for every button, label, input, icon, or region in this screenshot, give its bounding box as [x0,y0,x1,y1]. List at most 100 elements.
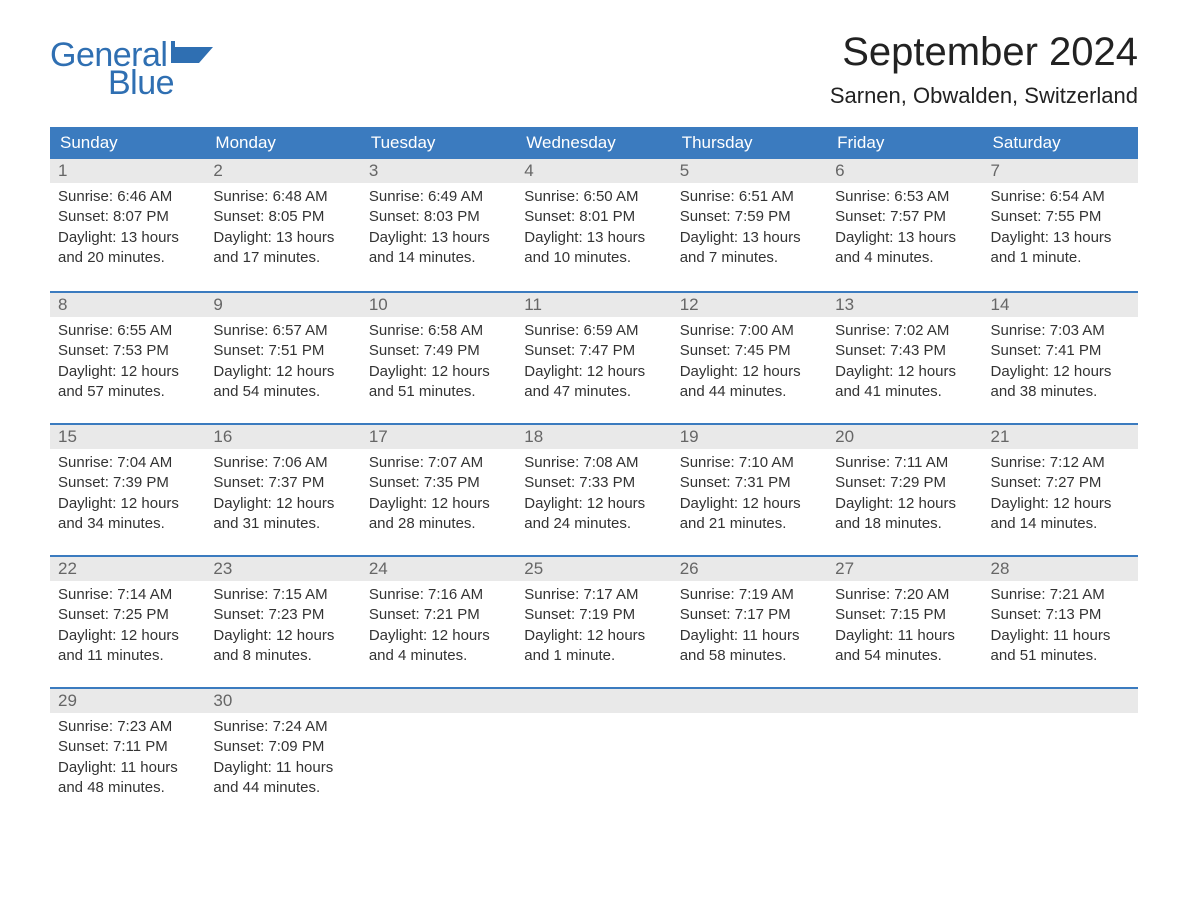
day-info: Sunrise: 6:51 AMSunset: 7:59 PMDaylight:… [672,187,827,268]
day-cell: 11Sunrise: 6:59 AMSunset: 7:47 PMDayligh… [516,293,671,419]
day-dl1: Daylight: 12 hours [369,626,510,646]
day-info: Sunrise: 6:58 AMSunset: 7:49 PMDaylight:… [361,321,516,402]
day-sunset: Sunset: 7:09 PM [213,737,354,757]
day-number: 28 [983,557,1138,581]
day-sunrise: Sunrise: 7:12 AM [991,453,1132,473]
day-dl2: and 28 minutes. [369,514,510,534]
day-sunrise: Sunrise: 6:51 AM [680,187,821,207]
day-sunset: Sunset: 7:27 PM [991,473,1132,493]
day-number [983,689,1138,713]
day-dl2: and 8 minutes. [213,646,354,666]
dow-wednesday: Wednesday [516,127,671,159]
day-number: 3 [361,159,516,183]
day-number: 24 [361,557,516,581]
day-dl2: and 41 minutes. [835,382,976,402]
day-dl2: and 18 minutes. [835,514,976,534]
day-cell [827,689,982,815]
day-cell: 7Sunrise: 6:54 AMSunset: 7:55 PMDaylight… [983,159,1138,287]
day-sunset: Sunset: 7:55 PM [991,207,1132,227]
day-info: Sunrise: 7:23 AMSunset: 7:11 PMDaylight:… [50,717,205,798]
day-dl1: Daylight: 12 hours [58,362,199,382]
day-cell: 21Sunrise: 7:12 AMSunset: 7:27 PMDayligh… [983,425,1138,551]
day-dl1: Daylight: 12 hours [213,626,354,646]
day-dl2: and 7 minutes. [680,248,821,268]
day-info: Sunrise: 7:08 AMSunset: 7:33 PMDaylight:… [516,453,671,534]
header: General Blue September 2024 Sarnen, Obwa… [50,30,1138,109]
day-cell: 5Sunrise: 6:51 AMSunset: 7:59 PMDaylight… [672,159,827,287]
week-row: 22Sunrise: 7:14 AMSunset: 7:25 PMDayligh… [50,555,1138,683]
day-info: Sunrise: 6:54 AMSunset: 7:55 PMDaylight:… [983,187,1138,268]
day-info: Sunrise: 6:48 AMSunset: 8:05 PMDaylight:… [205,187,360,268]
day-sunset: Sunset: 7:25 PM [58,605,199,625]
day-dl2: and 11 minutes. [58,646,199,666]
day-number: 25 [516,557,671,581]
day-dl2: and 20 minutes. [58,248,199,268]
week-row: 15 Sunrise: 7:04 AMSunset: 7:39 PMDayligh… [50,423,1138,551]
day-number: 9 [205,293,360,317]
day-sunrise: Sunrise: 7:11 AM [835,453,976,473]
day-dl2: and 57 minutes. [58,382,199,402]
day-dl1: Daylight: 12 hours [369,494,510,514]
day-dl1: Daylight: 11 hours [680,626,821,646]
day-info: Sunrise: 7:21 AMSunset: 7:13 PMDaylight:… [983,585,1138,666]
day-cell: 29 Sunrise: 7:23 AMSunset: 7:11 PMDayligh… [50,689,205,815]
day-dl2: and 47 minutes. [524,382,665,402]
day-dl1: Daylight: 13 hours [369,228,510,248]
day-sunset: Sunset: 7:11 PM [58,737,199,757]
day-number: 12 [672,293,827,317]
day-cell: 20Sunrise: 7:11 AMSunset: 7:29 PMDayligh… [827,425,982,551]
day-cell: 14Sunrise: 7:03 AMSunset: 7:41 PMDayligh… [983,293,1138,419]
day-number: 4 [516,159,671,183]
day-cell: 2Sunrise: 6:48 AMSunset: 8:05 PMDaylight… [205,159,360,287]
day-number: 14 [983,293,1138,317]
day-dl1: Daylight: 12 hours [835,362,976,382]
day-sunset: Sunset: 7:35 PM [369,473,510,493]
day-sunrise: Sunrise: 7:21 AM [991,585,1132,605]
day-cell [361,689,516,815]
day-dl1: Daylight: 12 hours [524,362,665,382]
dow-sunday: Sunday [50,127,205,159]
day-dl2: and 14 minutes. [369,248,510,268]
day-sunrise: Sunrise: 7:06 AM [213,453,354,473]
day-number: 8 [50,293,205,317]
day-sunset: Sunset: 7:13 PM [991,605,1132,625]
day-number: 20 [827,425,982,449]
day-cell: 15 Sunrise: 7:04 AMSunset: 7:39 PMDayligh… [50,425,205,551]
day-dl1: Daylight: 11 hours [58,758,199,778]
day-dl1: Daylight: 11 hours [991,626,1132,646]
day-sunset: Sunset: 7:39 PM [58,473,199,493]
day-cell: 8 Sunrise: 6:55 AMSunset: 7:53 PMDaylight… [50,293,205,419]
day-number: 15 [50,425,205,449]
day-info: Sunrise: 7:07 AMSunset: 7:35 PMDaylight:… [361,453,516,534]
day-sunrise: Sunrise: 7:08 AM [524,453,665,473]
day-sunset: Sunset: 7:19 PM [524,605,665,625]
day-dl2: and 4 minutes. [369,646,510,666]
title-block: September 2024 Sarnen, Obwalden, Switzer… [830,30,1138,109]
day-info: Sunrise: 7:04 AMSunset: 7:39 PMDaylight:… [50,453,205,534]
day-sunrise: Sunrise: 6:49 AM [369,187,510,207]
day-dl2: and 1 minute. [524,646,665,666]
day-info: Sunrise: 7:00 AMSunset: 7:45 PMDaylight:… [672,321,827,402]
day-dl1: Daylight: 13 hours [213,228,354,248]
day-sunset: Sunset: 8:05 PM [213,207,354,227]
day-info: Sunrise: 7:10 AMSunset: 7:31 PMDaylight:… [672,453,827,534]
day-cell: 19Sunrise: 7:10 AMSunset: 7:31 PMDayligh… [672,425,827,551]
dow-thursday: Thursday [672,127,827,159]
day-cell: 12 Sunrise: 7:00 AMSunset: 7:45 PMDayligh… [672,293,827,419]
day-sunrise: Sunrise: 7:07 AM [369,453,510,473]
days-of-week-row: Sunday Monday Tuesday Wednesday Thursday… [50,127,1138,159]
day-info: Sunrise: 7:20 AMSunset: 7:15 PMDaylight:… [827,585,982,666]
page-title: September 2024 [830,30,1138,75]
day-sunrise: Sunrise: 7:20 AM [835,585,976,605]
day-info: Sunrise: 6:55 AMSunset: 7:53 PMDaylight:… [50,321,205,402]
day-sunrise: Sunrise: 6:59 AM [524,321,665,341]
day-sunset: Sunset: 7:43 PM [835,341,976,361]
day-dl2: and 51 minutes. [991,646,1132,666]
day-sunset: Sunset: 7:17 PM [680,605,821,625]
day-sunrise: Sunrise: 7:15 AM [213,585,354,605]
day-info: Sunrise: 7:19 AMSunset: 7:17 PMDaylight:… [672,585,827,666]
day-sunrise: Sunrise: 6:58 AM [369,321,510,341]
day-cell: 17Sunrise: 7:07 AMSunset: 7:35 PMDayligh… [361,425,516,551]
day-sunset: Sunset: 7:59 PM [680,207,821,227]
day-number: 29 [50,689,205,713]
